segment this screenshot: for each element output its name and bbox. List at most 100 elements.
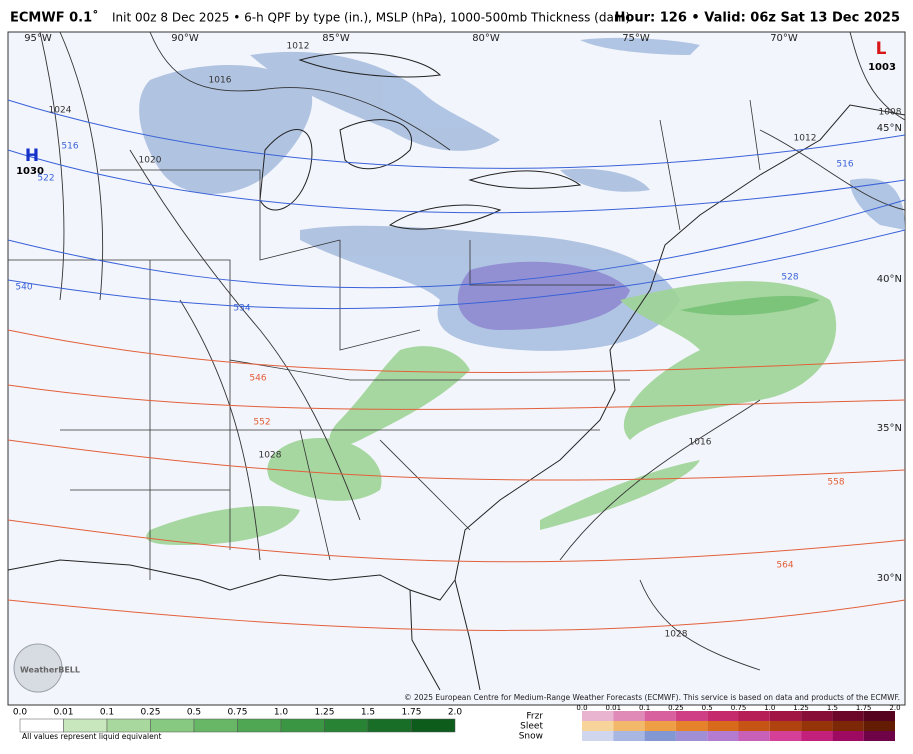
isobar-label: 1012 — [287, 42, 310, 52]
rain-color-cell — [237, 718, 282, 733]
mixed-color-cell — [582, 711, 614, 721]
precip-type-label: Sleet — [520, 722, 543, 732]
rain-color-cell — [63, 718, 108, 733]
thickness-label: 558 — [827, 478, 844, 488]
isobar-label: 1028 — [665, 630, 688, 640]
isobar-label: 1024 — [49, 106, 72, 116]
mixed-tick-label: 0.01 — [606, 704, 622, 712]
legend: 0.0 0.01 0.1 0.25 0.5 0.75 1.0 1.25 1.5 1.75 2.0 Al… — [13, 704, 901, 742]
coastlines — [7, 52, 906, 691]
mixed-tick-label: 0.75 — [731, 704, 747, 712]
mixed-color-cell — [675, 731, 708, 741]
rain-color-cell — [324, 718, 369, 733]
longitude-label: 70°W — [770, 33, 798, 44]
isobar-label: 1012 — [794, 134, 817, 144]
rain-tick-label: 1.75 — [401, 708, 421, 718]
heavy-snow-area — [457, 261, 630, 330]
latitude-label: 45°N — [877, 123, 902, 134]
thickness-label: 534 — [233, 304, 250, 314]
mixed-color-cell — [801, 711, 833, 721]
legend-note: All values represent liquid equivalent — [22, 732, 161, 741]
mixed-color-cell — [801, 721, 833, 731]
precip-type-label: Snow — [519, 732, 543, 742]
mixed-color-cell — [613, 721, 645, 731]
rain-color-cell — [280, 718, 325, 733]
low-pressure: 1003 — [868, 62, 896, 73]
mixed-color-cell — [832, 731, 864, 741]
mixed-tick-label: 1.0 — [764, 704, 775, 712]
rain-tick-label: 1.5 — [361, 708, 375, 718]
mixed-color-cell — [644, 711, 676, 721]
mixed-tick-label: 1.75 — [856, 704, 872, 712]
mixed-color-cell — [738, 731, 770, 741]
longitude-label: 85°W — [322, 33, 350, 44]
rain-color-cell — [367, 718, 412, 733]
mixed-tick-label: 1.25 — [793, 704, 809, 712]
high-pressure: 1030 — [16, 166, 44, 177]
map — [7, 31, 906, 706]
mixed-tick-label: 0.25 — [668, 704, 684, 712]
longitude-label: 95°W — [24, 33, 52, 44]
rain-tick-label: 1.25 — [314, 708, 334, 718]
mixed-color-cell — [863, 731, 895, 741]
mixed-color-cell — [675, 721, 708, 731]
longitude-label: 80°W — [472, 33, 500, 44]
mixed-color-cell — [832, 711, 864, 721]
mixed-color-cell — [675, 711, 708, 721]
logo: WeatherBELL — [20, 666, 80, 675]
rain-color-cell — [19, 718, 64, 733]
low-symbol: L — [876, 39, 887, 59]
isobars — [39, 31, 906, 671]
map-description: Init 00z 8 Dec 2025 • 6-h QPF by type (i… — [112, 11, 630, 25]
rain-color-cell — [193, 718, 238, 733]
thickness-label: 516 — [61, 142, 78, 152]
rain-tick-label: 0.01 — [53, 708, 73, 718]
mixed-color-cell — [707, 721, 739, 731]
rain-color-cell — [106, 718, 151, 733]
logo-badge — [13, 643, 63, 693]
mixed-color-cell — [769, 711, 802, 721]
isobar-label: 1008 — [879, 108, 902, 118]
thickness-warm — [7, 329, 906, 631]
precip-type-label: Frzr — [526, 712, 543, 722]
model-name: ECMWF 0.1˚ — [10, 10, 99, 26]
mixed-color-cell — [613, 731, 645, 741]
thickness-label: 528 — [781, 273, 798, 283]
copyright: © 2025 European Centre for Medium-Range … — [404, 693, 900, 702]
thickness-label: 552 — [253, 418, 270, 428]
mixed-color-cell — [769, 721, 802, 731]
isobar-label: 1016 — [209, 76, 232, 86]
rain-areas — [146, 281, 837, 545]
latitude-label: 35°N — [877, 423, 902, 434]
latitude-label: 30°N — [877, 573, 902, 584]
mixed-tick-label: 0.0 — [576, 704, 587, 712]
rain-tick-label: 0.75 — [227, 708, 247, 718]
isobar-label: 1020 — [139, 156, 162, 166]
rain-tick-label: 1.0 — [274, 708, 289, 718]
mixed-color-cell — [801, 731, 833, 741]
rain-tick-label: 0.25 — [140, 708, 160, 718]
thickness-label: 564 — [776, 561, 793, 571]
rain-color-cell — [150, 718, 195, 733]
mixed-color-cell — [707, 731, 739, 741]
mixed-color-cell — [644, 721, 676, 731]
mixed-color-cell — [582, 721, 614, 731]
high-symbol: H — [25, 146, 39, 166]
thickness-label: 546 — [249, 374, 266, 384]
rain-tick-label: 0.0 — [13, 708, 28, 718]
mixed-color-cell — [832, 721, 864, 731]
rain-tick-label: 2.0 — [448, 708, 463, 718]
mixed-color-cell — [769, 731, 802, 741]
thickness-label: 540 — [15, 283, 32, 293]
mixed-color-cell — [863, 711, 895, 721]
mixed-tick-label: 0.5 — [702, 704, 713, 712]
longitude-label: 75°W — [622, 33, 650, 44]
longitude-label: 90°W — [171, 33, 199, 44]
valid-time: Hour: 126 • Valid: 06z Sat 13 Dec 2025 — [615, 11, 900, 26]
mixed-color-cell — [863, 721, 895, 731]
thickness-label: 522 — [37, 174, 54, 184]
mixed-color-cell — [738, 721, 770, 731]
rain-tick-label: 0.1 — [100, 708, 114, 718]
thickness-label: 516 — [836, 160, 853, 170]
